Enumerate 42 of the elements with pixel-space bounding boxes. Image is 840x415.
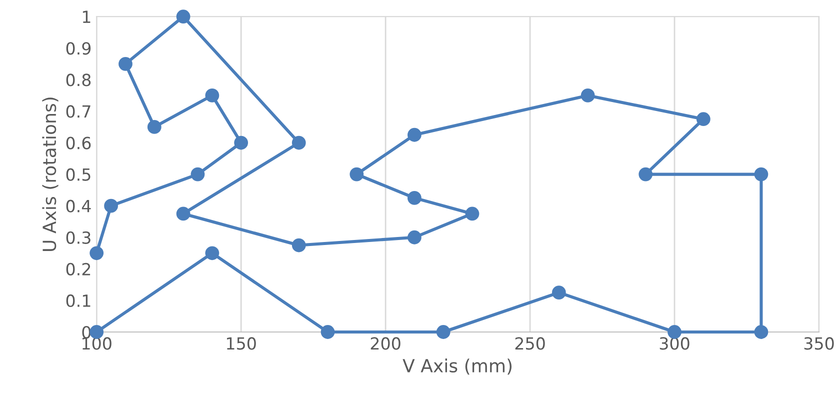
- point: [580, 88, 595, 102]
- point: [638, 167, 653, 182]
- point: [754, 325, 768, 339]
- y-tick-label: 0.5: [66, 168, 90, 181]
- point: [118, 56, 132, 71]
- x-tick-label: 250: [515, 337, 545, 350]
- point: [552, 286, 566, 300]
- point: [436, 325, 450, 339]
- point: [408, 230, 422, 244]
- point: [176, 10, 190, 24]
- point: [190, 167, 205, 182]
- x-tick-label: 200: [370, 337, 400, 350]
- point: [320, 325, 335, 339]
- y-tick-label: 1: [82, 10, 90, 23]
- y-axis-title: U Axis (rotations): [42, 98, 58, 251]
- x-tick-label: 150: [227, 337, 256, 350]
- y-tick-label: 0.9: [66, 42, 91, 55]
- y-tick-label: 0.6: [66, 136, 91, 150]
- y-tick-label: 0.2: [66, 262, 90, 276]
- y-tick-label: 0.3: [66, 231, 90, 244]
- point: [292, 136, 306, 150]
- point: [90, 246, 104, 260]
- point: [234, 136, 248, 150]
- point: [176, 206, 190, 221]
- point: [205, 88, 220, 102]
- y-tick-label: 0.7: [66, 105, 90, 118]
- y-tick-label: 0.8: [66, 74, 91, 86]
- point: [292, 238, 306, 252]
- point: [465, 206, 480, 221]
- point: [408, 128, 422, 142]
- point: [205, 246, 220, 260]
- point: [696, 112, 710, 126]
- y-tick-label: 0.4: [66, 200, 91, 212]
- point: [104, 198, 118, 213]
- point: [147, 120, 162, 134]
- point: [408, 191, 422, 205]
- x-tick-label: 300: [660, 337, 690, 350]
- y-tick-label: 0.1: [66, 294, 90, 308]
- x-axis-title: V Axis (mm): [402, 358, 512, 375]
- point: [350, 167, 364, 182]
- x-tick-label: 350: [804, 337, 834, 350]
- point: [754, 167, 768, 182]
